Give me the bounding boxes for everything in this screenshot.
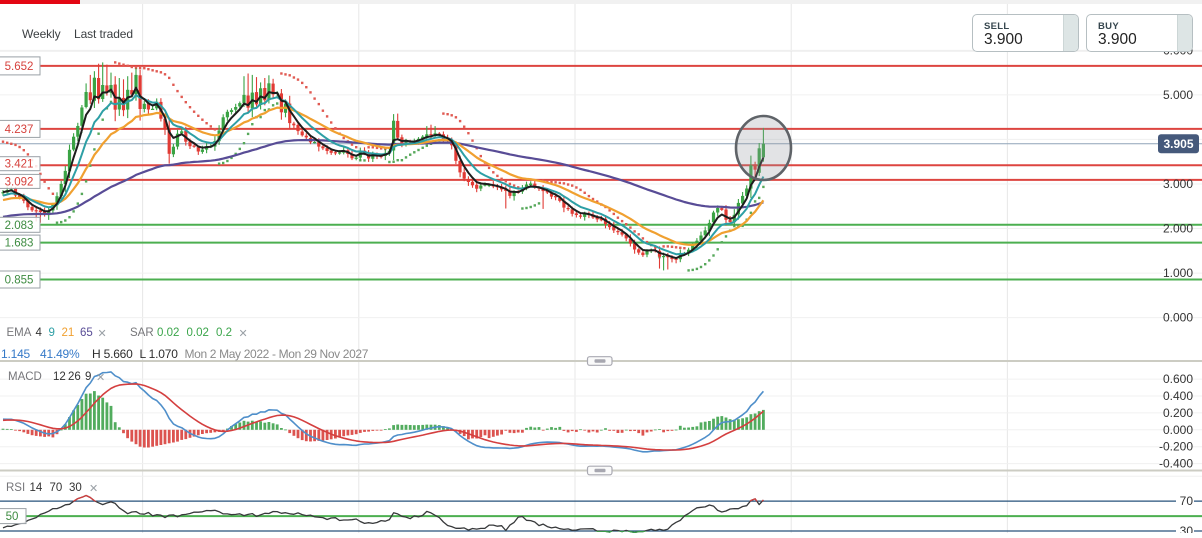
- svg-text:50: 50: [6, 511, 19, 523]
- svg-text:1.683: 1.683: [5, 238, 34, 250]
- svg-text:1.000: 1.000: [1163, 266, 1193, 280]
- svg-text:3.421: 3.421: [5, 159, 34, 171]
- svg-text:2.000: 2.000: [1163, 222, 1193, 236]
- svg-text:0.000: 0.000: [1163, 423, 1193, 437]
- svg-text:0.400: 0.400: [1163, 389, 1193, 403]
- svg-text:0.000: 0.000: [1163, 311, 1193, 325]
- svg-text:0.855: 0.855: [5, 275, 34, 287]
- svg-text:4.237: 4.237: [5, 124, 34, 136]
- svg-text:-0.400: -0.400: [1159, 457, 1193, 471]
- svg-text:3.092: 3.092: [5, 176, 34, 188]
- svg-text:5.000: 5.000: [1163, 88, 1193, 102]
- svg-text:-0.200: -0.200: [1159, 440, 1193, 454]
- svg-text:5.652: 5.652: [5, 61, 34, 73]
- svg-text:30: 30: [1180, 524, 1194, 533]
- svg-text:3.905: 3.905: [1163, 137, 1193, 151]
- svg-text:0.200: 0.200: [1163, 406, 1193, 420]
- svg-text:3.000: 3.000: [1163, 177, 1193, 191]
- svg-text:0.600: 0.600: [1163, 372, 1193, 386]
- svg-text:70: 70: [1180, 494, 1194, 508]
- svg-text:2.083: 2.083: [5, 220, 34, 232]
